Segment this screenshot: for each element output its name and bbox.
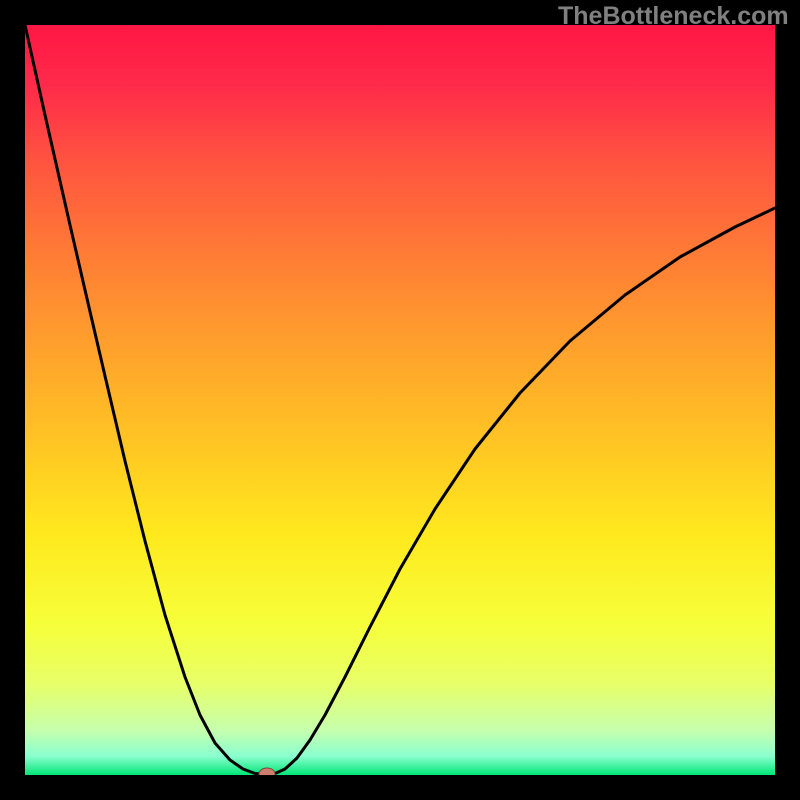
chart-container: TheBottleneck.com	[0, 0, 800, 800]
gradient-background	[25, 25, 775, 775]
watermark-text: TheBottleneck.com	[558, 2, 789, 31]
plot-area	[25, 25, 775, 775]
chart-svg	[25, 25, 775, 775]
